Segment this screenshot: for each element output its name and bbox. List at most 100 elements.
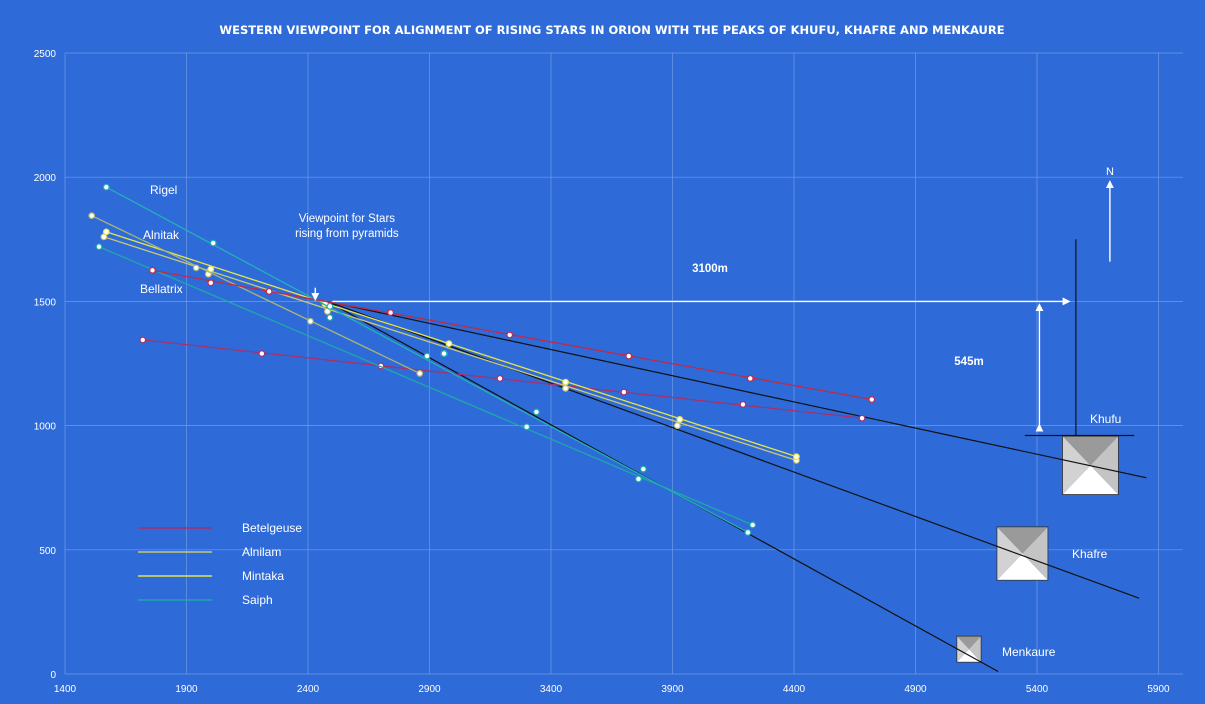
data-point-betelgeuse bbox=[258, 350, 266, 357]
khufu-label: Khufu bbox=[1090, 412, 1121, 426]
data-point-saiph bbox=[95, 243, 103, 251]
series-line-saiph bbox=[98, 246, 753, 526]
data-point-mintaka bbox=[562, 378, 569, 386]
data-point-saiph bbox=[639, 465, 647, 473]
data-point-betelgeuse bbox=[620, 388, 628, 396]
data-point-bellatrix bbox=[506, 331, 514, 339]
pyramid-face bbox=[956, 636, 969, 663]
pyramid-face bbox=[1090, 436, 1119, 495]
series-alnitak bbox=[88, 212, 424, 377]
data-point-alnitak bbox=[192, 264, 200, 272]
data-point-mintaka bbox=[445, 340, 453, 348]
pyramid-face bbox=[996, 553, 1048, 581]
y-tick-label: 1500 bbox=[34, 297, 57, 308]
star-series bbox=[88, 183, 876, 536]
pyramid-outline bbox=[1062, 435, 1119, 495]
data-point-bellatrix bbox=[265, 288, 273, 295]
data-point-bellatrix bbox=[625, 352, 633, 360]
pyramid-face bbox=[956, 636, 982, 650]
data-point-saiph bbox=[533, 408, 540, 416]
x-tick-label: 5400 bbox=[1026, 684, 1049, 695]
legend-label: Betelgeuse bbox=[242, 521, 302, 535]
data-point-rigel bbox=[744, 529, 752, 536]
north-label: N bbox=[1106, 166, 1114, 178]
series-betelgeuse bbox=[139, 336, 866, 422]
y-tick-label: 2000 bbox=[34, 173, 57, 184]
data-point-betelgeuse bbox=[739, 401, 747, 408]
pyramid-face bbox=[996, 526, 1048, 554]
legend-item-alnilam: Alnilam bbox=[138, 545, 281, 559]
bellatrix-label: Bellatrix bbox=[140, 282, 183, 296]
data-point-alnitak bbox=[416, 370, 424, 377]
data-point-saiph bbox=[749, 521, 757, 529]
legend-item-saiph: Saiph bbox=[138, 593, 273, 607]
series-line-alnilam bbox=[103, 236, 797, 461]
measurement-arrows bbox=[311, 180, 1114, 432]
x-tick-label: 4900 bbox=[904, 684, 927, 695]
pyramid-outline bbox=[996, 526, 1049, 581]
viewpoint-label: Viewpoint for Stars rising from pyramids bbox=[295, 213, 399, 240]
data-point-bellatrix bbox=[868, 396, 876, 403]
y-tick-label: 1000 bbox=[34, 422, 57, 433]
x-tick-label: 3900 bbox=[661, 684, 684, 695]
data-point-saiph bbox=[423, 352, 431, 360]
axis-tick-labels: 0 500 1000 1500 2000 2500 1400 1900 2400 2900 3400… bbox=[34, 49, 1170, 695]
viewpoint-label-line: rising from pyramids bbox=[295, 228, 399, 240]
x-tick-label: 5900 bbox=[1147, 684, 1170, 695]
menkaure-label: Menkaure bbox=[1002, 645, 1056, 659]
pyramid-menkaure bbox=[956, 635, 982, 663]
data-point-rigel bbox=[326, 302, 334, 310]
data-point-betelgeuse bbox=[496, 375, 504, 382]
sight-line-khufu bbox=[327, 300, 1147, 479]
alnitak-label: Alnitak bbox=[143, 228, 180, 242]
data-point-rigel bbox=[102, 183, 110, 191]
pyramid-khafre bbox=[996, 526, 1049, 581]
distance-horizontal-label: 3100m bbox=[692, 263, 728, 275]
data-point-betelgeuse bbox=[139, 336, 147, 344]
x-tick-label: 4400 bbox=[783, 684, 806, 695]
y-tick-label: 0 bbox=[50, 670, 56, 681]
series-rigel bbox=[102, 183, 752, 536]
data-point-rigel bbox=[440, 350, 448, 357]
data-point-bellatrix bbox=[207, 279, 215, 287]
series-saiph bbox=[95, 243, 757, 529]
pyramid-face bbox=[1062, 436, 1119, 466]
pyramid-khufu bbox=[1062, 435, 1119, 495]
data-point-bellatrix bbox=[387, 309, 395, 316]
legend-label: Saiph bbox=[242, 593, 273, 607]
pyramid-face bbox=[968, 636, 982, 663]
data-point-rigel bbox=[635, 475, 642, 483]
data-point-rigel bbox=[523, 423, 531, 431]
data-point-alnitak bbox=[307, 317, 314, 325]
legend-item-mintaka: Mintaka bbox=[138, 569, 284, 583]
x-tick-label: 1400 bbox=[54, 684, 77, 695]
x-tick-label: 2900 bbox=[418, 684, 441, 695]
x-tick-label: 1900 bbox=[175, 684, 198, 695]
chart-title: WESTERN VIEWPOINT FOR ALIGNMENT OF RISIN… bbox=[219, 23, 1004, 37]
pyramid-face bbox=[1022, 526, 1048, 581]
pyramid-face bbox=[996, 526, 1023, 581]
data-point-mintaka bbox=[207, 265, 215, 273]
legend-item-betelgeuse: Betelgeuse bbox=[138, 521, 302, 535]
pyramids bbox=[956, 435, 1119, 663]
data-point-bellatrix bbox=[746, 375, 754, 382]
pyramid-face bbox=[1062, 436, 1091, 495]
legend: Betelgeuse Alnilam Mintaka Saiph bbox=[138, 521, 302, 607]
pyramid-face bbox=[1062, 465, 1119, 495]
rigel-label: Rigel bbox=[150, 183, 177, 197]
data-point-betelgeuse bbox=[858, 414, 866, 422]
grid bbox=[64, 52, 1183, 675]
data-point-mintaka bbox=[676, 415, 684, 423]
khafre-label: Khafre bbox=[1072, 547, 1108, 561]
series-bellatrix bbox=[149, 266, 876, 403]
sight-line-khafre bbox=[327, 300, 1140, 599]
x-tick-label: 2400 bbox=[297, 684, 320, 695]
legend-label: Mintaka bbox=[242, 569, 284, 583]
data-point-bellatrix bbox=[149, 266, 156, 274]
data-point-rigel bbox=[209, 239, 217, 247]
y-tick-label: 2500 bbox=[34, 49, 57, 60]
data-point-alnilam bbox=[562, 384, 569, 392]
viewpoint-label-line: Viewpoint for Stars bbox=[299, 213, 396, 225]
